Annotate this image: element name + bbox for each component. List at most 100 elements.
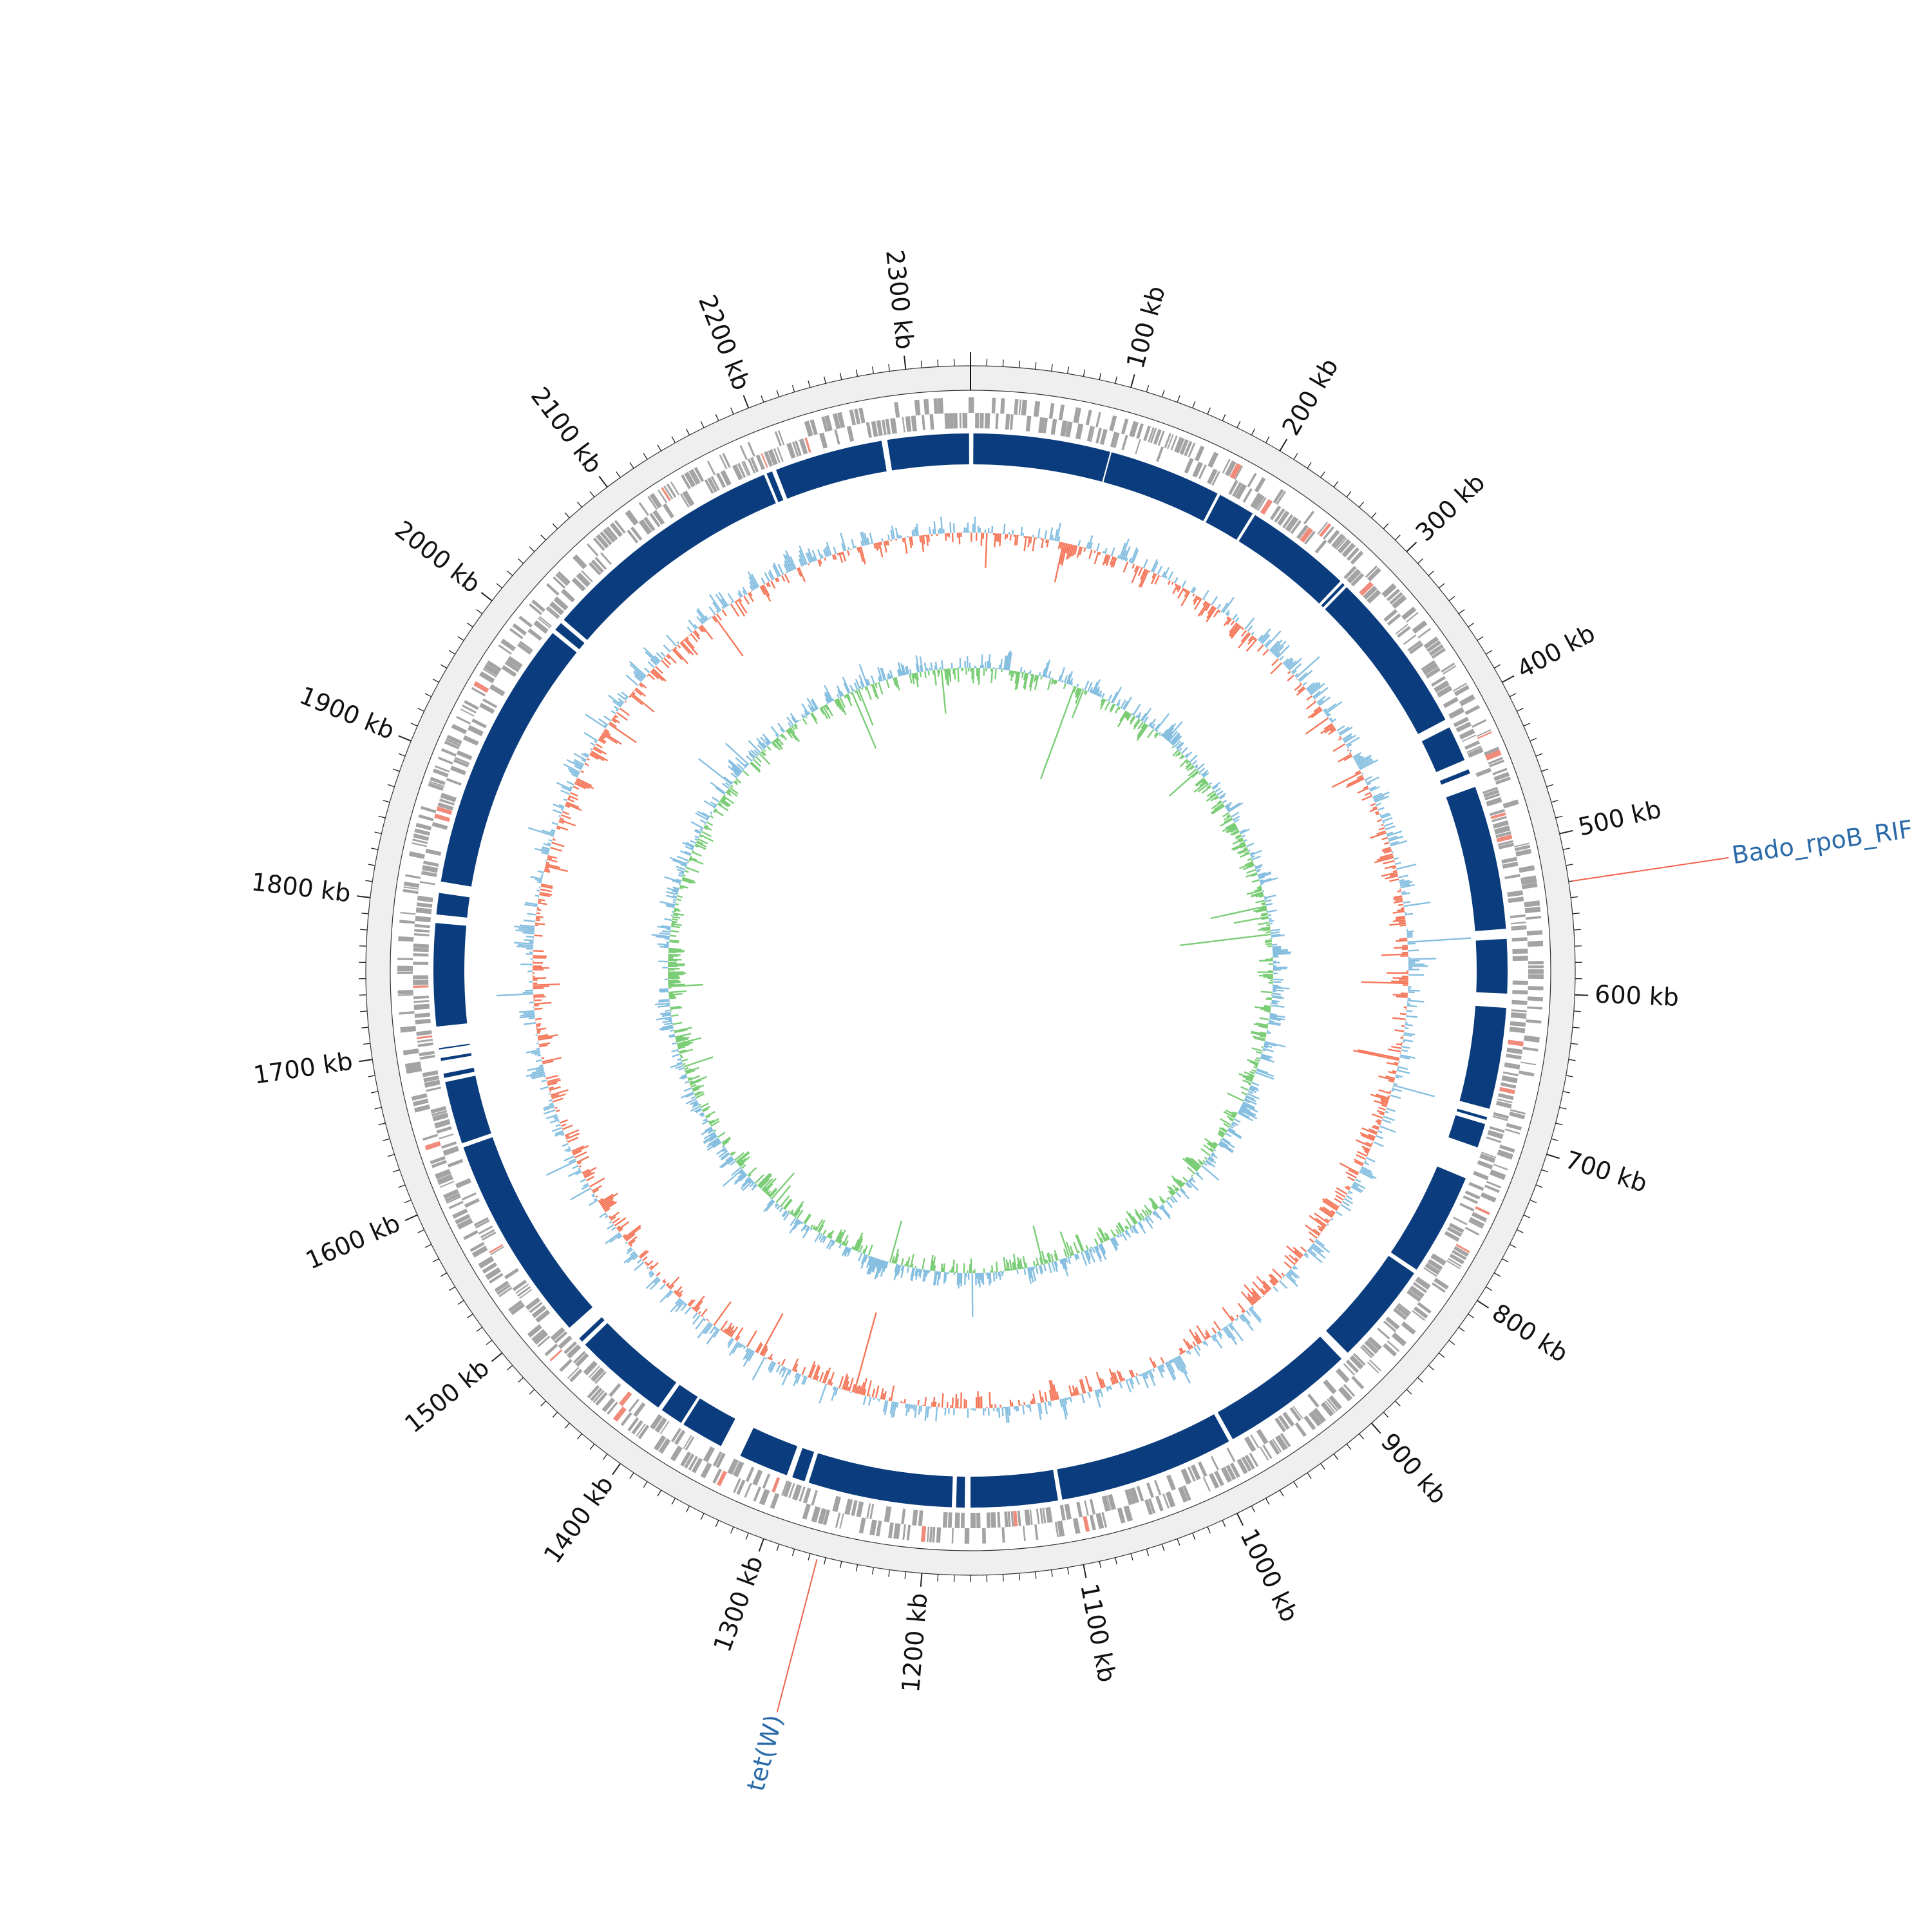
minor-tick (616, 471, 621, 478)
cds-feature (1235, 483, 1247, 500)
minor-tick (1222, 414, 1226, 421)
cds-feature (1454, 685, 1470, 696)
minor-tick (1502, 1258, 1509, 1263)
cds-feature (479, 703, 495, 714)
alignment-block (443, 1068, 475, 1078)
tick-label: 1800 kb (250, 867, 352, 907)
minor-tick (374, 831, 382, 835)
cds-feature (417, 1039, 433, 1043)
cds-feature (413, 947, 429, 952)
minor-tick (1359, 1433, 1365, 1440)
cds-feature (538, 618, 551, 629)
cds-feature (712, 1468, 723, 1484)
cds-feature (764, 451, 773, 467)
cds-feature (1428, 644, 1444, 656)
cds-feature (609, 522, 623, 538)
cds-feature (1085, 410, 1092, 426)
cds-feature (851, 1500, 858, 1517)
cds-feature (1475, 768, 1492, 777)
annotation-leader-line (776, 1559, 818, 1712)
cds-feature (1504, 1062, 1520, 1070)
minor-tick (1177, 1539, 1180, 1546)
cds-feature (1514, 842, 1530, 848)
cds-feature (1528, 965, 1544, 969)
cds-feature (1473, 1171, 1489, 1180)
cds-feature-track (397, 397, 1544, 1544)
cds-feature (517, 643, 532, 655)
major-tick (398, 735, 412, 742)
cds-feature (1447, 1258, 1462, 1267)
cds-feature (1234, 465, 1244, 480)
minor-tick (1458, 1327, 1465, 1332)
cds-feature (1095, 1513, 1104, 1530)
cds-feature (736, 1479, 746, 1495)
cds-feature (1511, 937, 1528, 942)
rna-feature (804, 437, 811, 453)
cds-feature (912, 1510, 918, 1526)
cds-feature (588, 1365, 600, 1378)
cds-feature (406, 1066, 422, 1074)
rna-feature (1300, 527, 1313, 543)
cds-feature (549, 601, 564, 616)
minor-tick (1438, 1352, 1445, 1358)
cds-feature (638, 1425, 650, 1439)
cds-feature (1366, 589, 1381, 604)
cds-feature (1303, 510, 1315, 525)
minor-tick (361, 913, 369, 914)
cds-feature (1495, 776, 1511, 785)
cds-feature (475, 1219, 490, 1229)
cds-feature (413, 996, 430, 999)
minor-tick (824, 1557, 826, 1565)
cds-feature (594, 1371, 607, 1384)
cds-feature (1208, 451, 1219, 468)
tick-label: 700 kb (1562, 1145, 1651, 1198)
minor-tick (1406, 1389, 1412, 1395)
minor-tick (1438, 583, 1445, 589)
cds-feature (573, 554, 587, 569)
cds-feature (1059, 1504, 1066, 1521)
cds-feature (1327, 529, 1340, 544)
cds-feature (1397, 625, 1411, 638)
tick-label: 1400 kb (538, 1471, 620, 1569)
cds-feature (1364, 1340, 1379, 1354)
cds-feature (397, 971, 413, 974)
cds-feature (415, 907, 432, 914)
cds-feature (439, 1180, 455, 1188)
cds-feature (1477, 1160, 1493, 1170)
cds-feature (1436, 685, 1453, 698)
cds-feature (1526, 930, 1543, 936)
alignment-block (740, 1428, 798, 1475)
cds-feature (519, 641, 533, 652)
minor-tick (1573, 929, 1581, 931)
minor-tick (1485, 1286, 1493, 1291)
minor-tick (1572, 1027, 1580, 1028)
cds-feature (1036, 1508, 1040, 1524)
major-tick (1575, 994, 1589, 996)
minor-tick (808, 1553, 811, 1561)
alignment-block (1103, 452, 1218, 522)
major-tick (1370, 1423, 1381, 1434)
minor-tick (1222, 1520, 1226, 1527)
cds-feature (1121, 419, 1129, 435)
minor-tick (1383, 523, 1389, 529)
cds-feature (933, 398, 938, 414)
minor-tick (1568, 1059, 1576, 1061)
gene-annotation-label: tet(W) (741, 1712, 788, 1794)
cds-feature (431, 822, 448, 830)
minor-tick (1555, 815, 1563, 819)
cds-feature (415, 822, 432, 831)
minor-tick (1251, 428, 1256, 435)
alignment-block (766, 471, 784, 502)
cds-feature (1089, 1514, 1096, 1531)
cds-feature (518, 1289, 533, 1299)
cds-feature (448, 1200, 464, 1209)
cds-feature (1064, 1504, 1072, 1520)
alignment-block (463, 1137, 593, 1328)
tick-label: 1100 kb (1075, 1581, 1121, 1684)
cds-feature (588, 562, 601, 576)
cds-feature (694, 467, 705, 482)
cds-feature (510, 1303, 526, 1316)
cds-feature (1489, 759, 1504, 768)
cds-feature (546, 583, 560, 596)
minor-tick (855, 369, 858, 377)
